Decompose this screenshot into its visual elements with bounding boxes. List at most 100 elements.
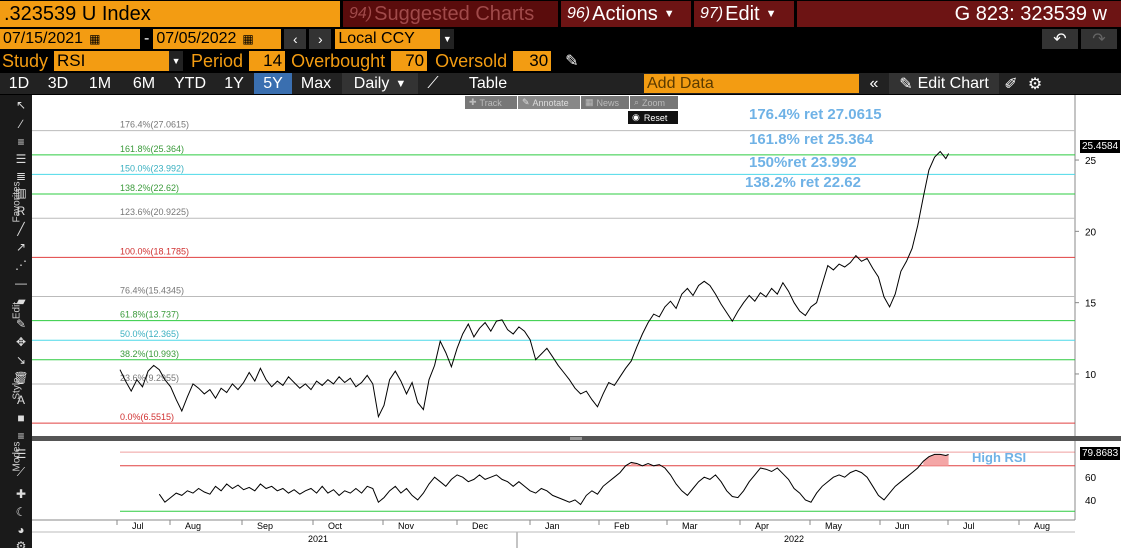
- fill-color-icon[interactable]: ■: [17, 411, 25, 425]
- undo-icon: ↶: [1053, 31, 1067, 48]
- previous-period-button[interactable]: ‹: [284, 29, 307, 49]
- edit-menu-button[interactable]: 97) Edit ▼: [694, 1, 794, 27]
- timeframe-1y[interactable]: 1Y: [224, 74, 244, 92]
- crosshair-mode-icon[interactable]: ✚: [15, 487, 27, 501]
- color-wheel-icon[interactable]: ◕: [17, 523, 25, 537]
- calendar-icon[interactable]: ▦: [89, 32, 101, 46]
- select-move-icon[interactable]: ↘: [15, 353, 27, 367]
- month-tick-label: Dec: [472, 521, 489, 531]
- fib-label: 176.4%(27.0615): [120, 120, 189, 130]
- retracement-icon[interactable]: R: [16, 204, 26, 218]
- fib-label: 123.6%(20.9225): [120, 207, 189, 217]
- annotation-176[interactable]: 176.4% ret 27.0615: [749, 106, 882, 123]
- chevron-down-icon: ▼: [663, 8, 675, 20]
- month-tick-label: Apr: [755, 521, 769, 531]
- annotation-150[interactable]: 150%ret 23.992: [749, 154, 857, 171]
- magnet-icon[interactable]: ☾: [15, 505, 27, 519]
- reset-button[interactable]: ◉ Reset: [628, 111, 678, 124]
- rsi-series-line: [158, 453, 949, 506]
- news-button[interactable]: ▦ News: [581, 96, 629, 109]
- line-style-icon[interactable]: ≡: [17, 429, 25, 443]
- month-tick-label: Oct: [328, 521, 343, 531]
- undo-button[interactable]: ↶: [1042, 29, 1078, 49]
- wedge-icon[interactable]: ▰: [16, 294, 26, 308]
- ray-icon[interactable]: ↗: [15, 240, 27, 254]
- pen-icon[interactable]: ✎: [15, 317, 27, 331]
- line-weight-icon[interactable]: ☰: [15, 447, 27, 461]
- trash-icon[interactable]: 🗑: [13, 371, 29, 385]
- currency-select[interactable]: Local CCY: [335, 29, 441, 49]
- timeframe-1d[interactable]: 1D: [8, 74, 30, 92]
- timeframe-1m[interactable]: 1M: [88, 74, 112, 92]
- next-period-button[interactable]: ›: [309, 29, 332, 49]
- add-data-input[interactable]: Add Data: [644, 74, 859, 93]
- zoom-button[interactable]: ⌕ Zoom: [630, 96, 678, 109]
- annotate-icon[interactable]: ✐: [1004, 75, 1018, 93]
- pitchfork-icon[interactable]: ⋰: [15, 258, 27, 272]
- redo-button[interactable]: ↷: [1081, 29, 1117, 49]
- pencil-icon[interactable]: ✎: [565, 53, 579, 70]
- date-range-bar: 07/15/2021 ▦ - 07/05/2022 ▦ ‹ › Local CC…: [0, 29, 1121, 49]
- settings-icon[interactable]: ⚙: [15, 539, 27, 548]
- line-chart-icon[interactable]: ⟋: [427, 74, 439, 92]
- fib-label: 150.0%(23.992): [120, 163, 184, 173]
- annotate-button[interactable]: ✎ Annotate: [518, 96, 580, 109]
- oversold-input[interactable]: 30: [513, 51, 552, 71]
- collapse-icon[interactable]: «: [869, 74, 879, 92]
- month-tick-label: Jan: [545, 521, 560, 531]
- chevron-down-icon[interactable]: ▼: [169, 51, 184, 71]
- annotation-161[interactable]: 161.8% ret 25.364: [749, 131, 874, 148]
- calendar-icon[interactable]: ▦: [242, 32, 254, 46]
- brush-icon[interactable]: ⟋: [16, 464, 26, 479]
- move-icon[interactable]: ✥: [15, 335, 27, 349]
- annotation-138[interactable]: 138.2% ret 22.62: [745, 174, 861, 191]
- high-rsi-label[interactable]: High RSI: [972, 450, 1027, 465]
- cursor-icon[interactable]: ↖: [15, 98, 27, 112]
- timeframe-6m[interactable]: 6M: [132, 74, 156, 92]
- overbought-input[interactable]: 70: [391, 51, 428, 71]
- left-toolbar: ↖ ∕ ≡ ☰ ≣ ▥ R ╱ ↗ ⋰ — ▰ ✎ ✥ ↘ 🗑 A ■ ≡ ☰ …: [0, 95, 32, 548]
- year-label-2021: 2021: [308, 534, 329, 544]
- text-icon[interactable]: A: [16, 393, 25, 407]
- reset-label: Reset: [643, 112, 668, 123]
- study-select[interactable]: RSI: [54, 51, 170, 71]
- chevron-down-icon: ▼: [395, 77, 407, 90]
- annotate-label: Annotate: [532, 97, 569, 108]
- timeframe-5y[interactable]: 5Y: [254, 73, 292, 94]
- actions-menu-button[interactable]: 96) Actions ▼: [561, 1, 691, 27]
- timeframe-ytd[interactable]: YTD: [174, 74, 206, 92]
- end-date-field[interactable]: 07/05/2022 ▦: [153, 29, 282, 49]
- trendline-icon[interactable]: ╱: [17, 222, 25, 236]
- timeframe-max[interactable]: Max: [300, 74, 332, 92]
- fib-tool-icon[interactable]: ≡: [17, 135, 25, 149]
- period-select[interactable]: Daily ▼: [342, 73, 418, 94]
- price-tick-label: 15: [1085, 299, 1097, 310]
- ticker-field[interactable]: .323539 U Index: [0, 1, 340, 27]
- period-select-value: Daily: [353, 74, 390, 92]
- suggested-charts-button[interactable]: 94) Suggested Charts: [343, 1, 558, 27]
- fib-label: 161.8%(25.364): [120, 144, 184, 154]
- start-date-field[interactable]: 07/15/2021 ▦: [0, 29, 140, 49]
- month-tick-label: Aug: [185, 521, 201, 531]
- draw-line-icon[interactable]: ∕: [19, 117, 22, 131]
- fib-label: 0.0%(6.5515): [120, 412, 174, 422]
- chart-panel[interactable]: 176.4%(27.0615) 161.8%(25.364) 150.0%(23.9…: [32, 95, 1121, 548]
- edit-chart-button[interactable]: ✎ Edit Chart: [889, 73, 999, 94]
- gear-icon[interactable]: ⚙: [1027, 75, 1043, 93]
- track-button[interactable]: ✚ Track: [465, 96, 517, 109]
- suggested-charts-label: Suggested Charts: [374, 2, 535, 25]
- rectangle-icon[interactable]: ▥: [15, 186, 27, 200]
- timeframe-3d[interactable]: 3D: [47, 74, 69, 92]
- chart-canvas[interactable]: 176.4%(27.0615) 161.8%(25.364) 150.0%(23.9…: [32, 95, 1121, 548]
- start-date-value: 07/15/2021: [3, 30, 84, 47]
- fib-ext-icon[interactable]: ≣: [15, 169, 27, 183]
- month-tick-label: May: [825, 521, 843, 531]
- channel-icon[interactable]: ☰: [15, 152, 27, 166]
- style-section-label: Style: [11, 377, 23, 400]
- price-tick-label: 10: [1085, 370, 1097, 381]
- horizontal-line-icon[interactable]: —: [15, 276, 27, 290]
- table-button[interactable]: Table: [468, 74, 508, 92]
- period-input[interactable]: 14: [249, 51, 286, 71]
- chevron-down-icon[interactable]: ▼: [440, 29, 455, 49]
- rsi-tick-label: 40: [1085, 496, 1097, 507]
